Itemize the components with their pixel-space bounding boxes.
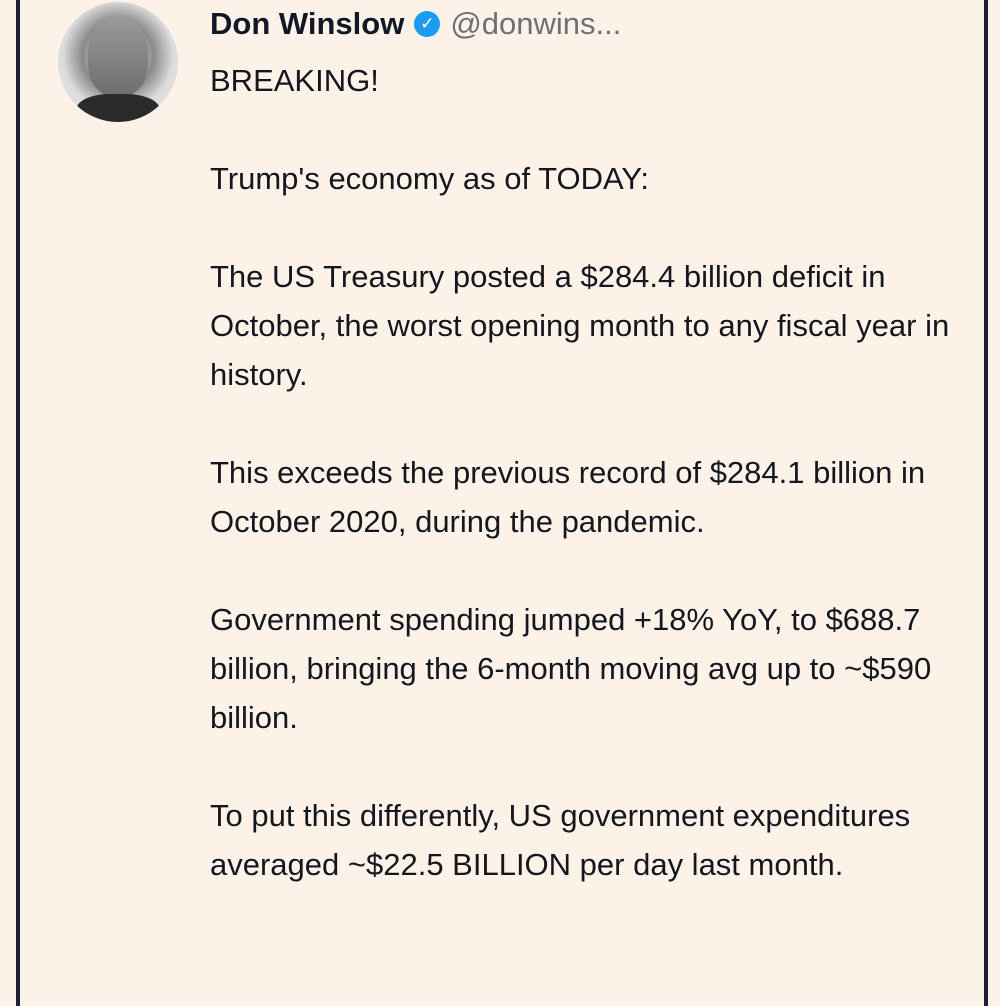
author-name[interactable]: Don Winslow [210, 6, 405, 41]
avatar[interactable] [58, 2, 178, 122]
avatar-face [88, 16, 148, 96]
author-handle[interactable]: @donwins... [450, 6, 622, 41]
tweet-body: BREAKING! Trump's economy as of TODAY: T… [210, 56, 970, 938]
tweet-paragraph: This exceeds the previous record of $284… [210, 455, 926, 539]
card-frame [16, 0, 988, 1006]
avatar-shirt [76, 94, 160, 122]
tweet-paragraph: The US Treasury posted a $284.4 billion … [210, 259, 950, 392]
tweet-paragraph: To put this differently, US government e… [210, 798, 911, 882]
tweet-header: Don Winslow ✓ @donwins... [210, 2, 621, 46]
tweet-paragraph: BREAKING! [210, 63, 379, 98]
tweet-paragraph: Trump's economy as of TODAY: [210, 161, 649, 196]
tweet-paragraph: Government spending jumped +18% YoY, to … [210, 602, 932, 735]
verified-badge-icon: ✓ [414, 11, 441, 37]
